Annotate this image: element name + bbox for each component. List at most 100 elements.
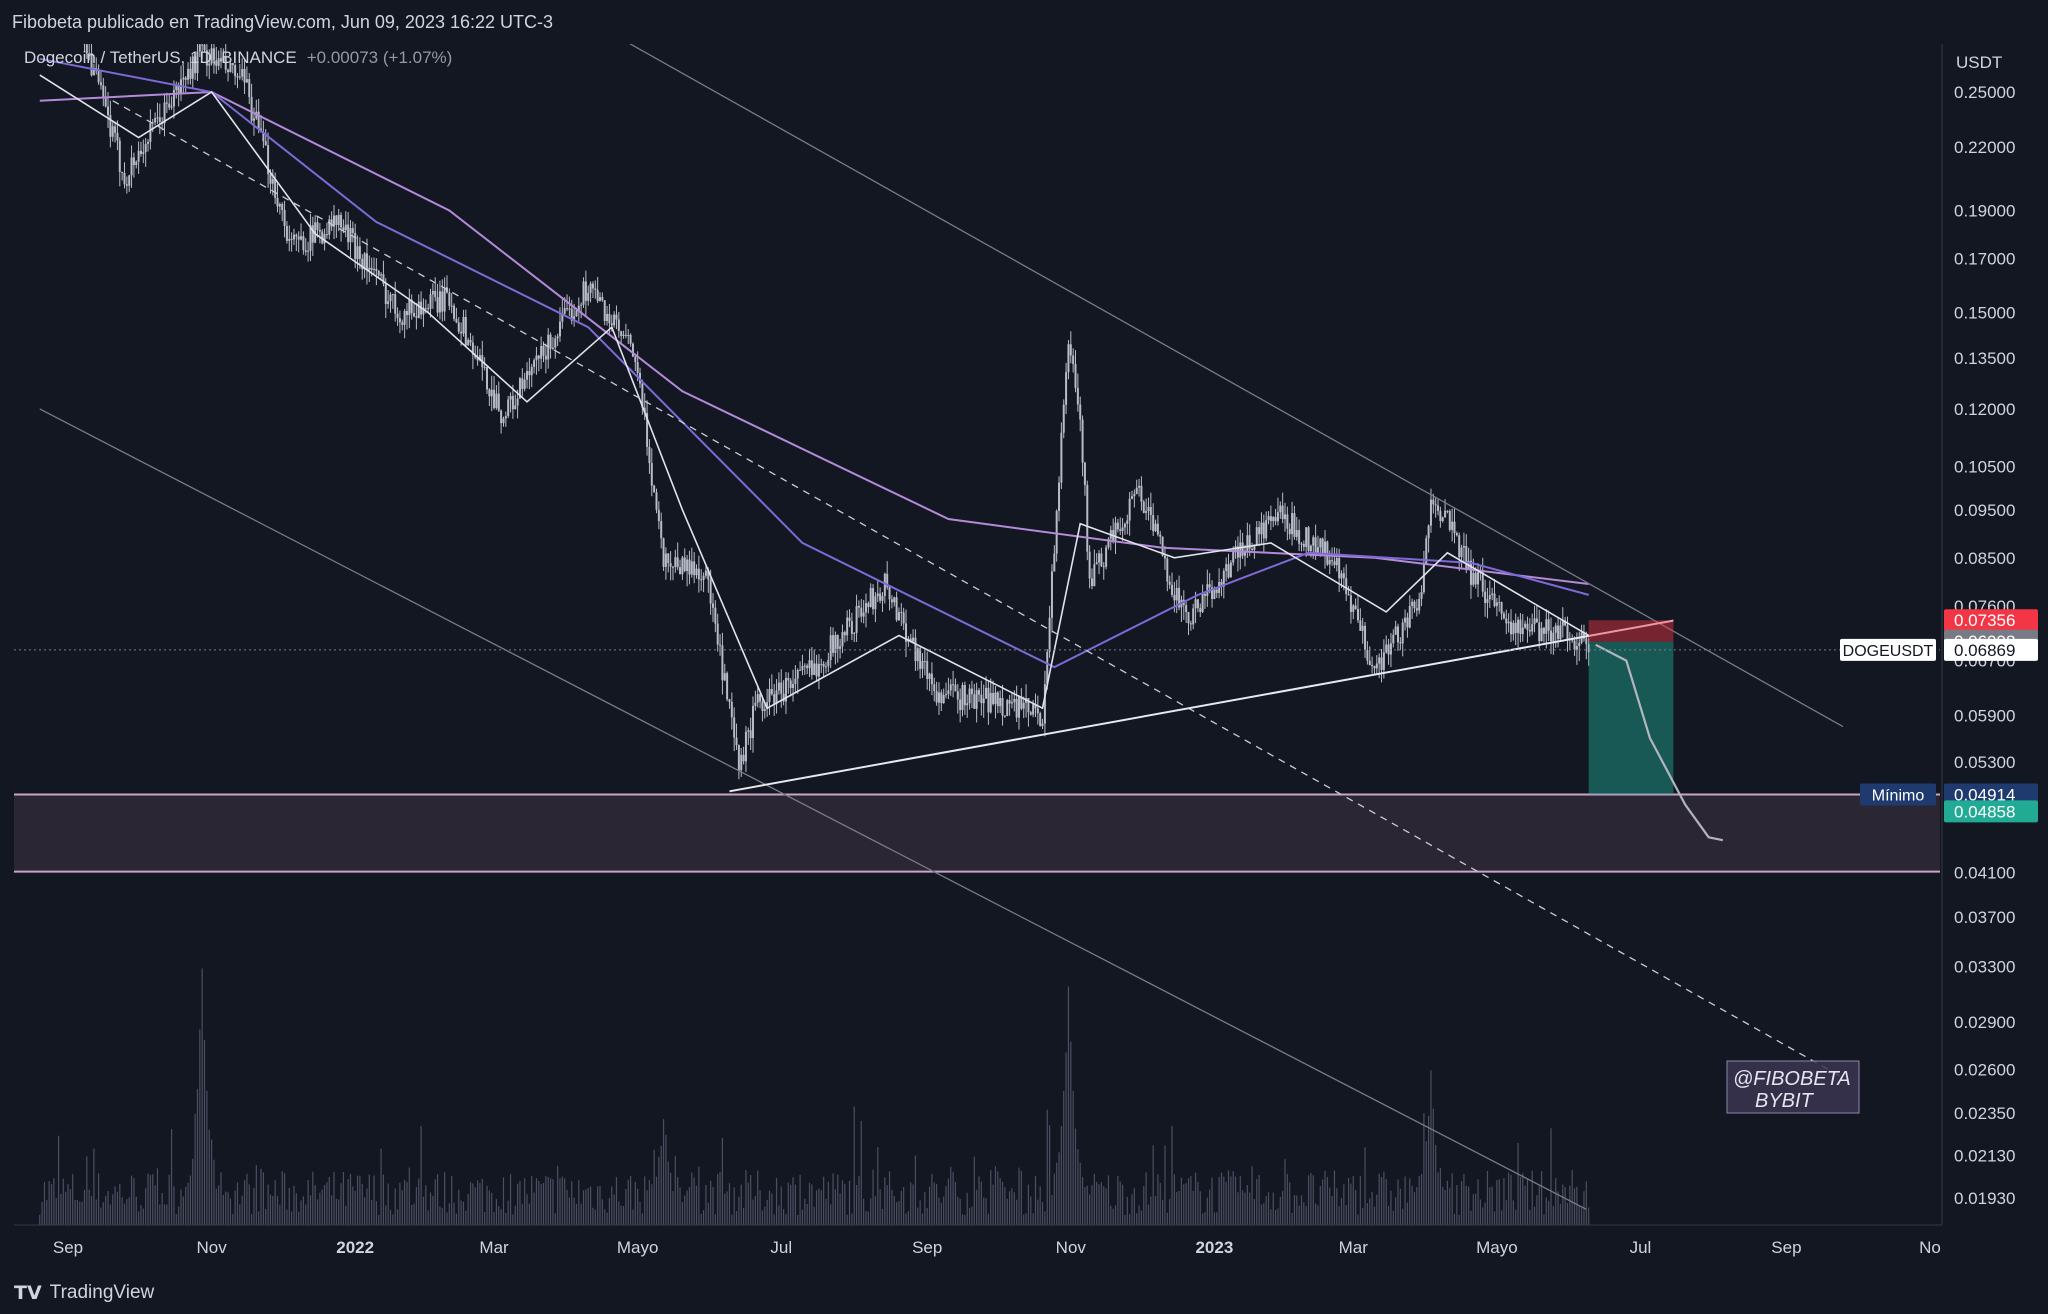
volume-bar	[236, 1182, 239, 1225]
candle-body	[325, 234, 328, 236]
volume-bar	[566, 1189, 568, 1225]
price-chart[interactable]: USDT 0.25000 0.22000 0.19000 0.17000 0.15000 0…	[0, 44, 2048, 1272]
candle-body	[754, 702, 757, 706]
volume-bar	[771, 1193, 773, 1225]
volume-bar	[700, 1213, 702, 1225]
volume-bar	[206, 1090, 208, 1225]
volume-bar	[686, 1190, 688, 1225]
candle-body	[1161, 536, 1164, 556]
candle-body	[1319, 538, 1322, 548]
candle-body	[606, 313, 609, 322]
volume-bar	[1091, 1185, 1093, 1225]
volume-bar	[1136, 1213, 1138, 1225]
volume-bar	[429, 1192, 432, 1225]
volume-bar	[1164, 1145, 1166, 1225]
volume-bar	[279, 1204, 281, 1225]
candle-body	[1338, 558, 1341, 579]
candle-body	[262, 132, 265, 142]
volume-bar	[604, 1209, 606, 1225]
candle-body	[1575, 645, 1578, 650]
volume-bar	[1406, 1202, 1409, 1225]
volume-bar	[502, 1177, 505, 1225]
candle-body	[387, 301, 390, 305]
candle-body	[540, 345, 543, 359]
candle-body	[175, 84, 178, 91]
candle-body	[857, 605, 860, 608]
candle-body	[853, 632, 856, 634]
candle-body	[340, 214, 343, 228]
candle-body	[403, 311, 406, 325]
candle-body	[344, 224, 347, 231]
candle-body	[1472, 572, 1475, 585]
candle-body	[203, 44, 206, 51]
volume-bar	[295, 1193, 297, 1225]
volume-bar	[931, 1173, 933, 1225]
candle-body	[761, 701, 764, 712]
volume-bar	[43, 1182, 46, 1225]
y-tick-label: 0.22000	[1954, 138, 2015, 157]
candle-body	[427, 308, 430, 310]
candle-body	[1411, 601, 1414, 606]
volume-bar	[1183, 1184, 1185, 1225]
candle-body	[1076, 387, 1079, 405]
brand-name[interactable]: TradingView	[49, 1282, 155, 1303]
candle-body	[683, 557, 686, 571]
candle-body	[337, 214, 340, 226]
volume-bar	[973, 1156, 975, 1225]
candle-body	[1036, 708, 1039, 714]
candle-body	[966, 703, 969, 706]
candle-body	[1138, 485, 1141, 488]
minimo-label-tag-bg	[1860, 783, 1936, 806]
volume-bar	[1413, 1192, 1416, 1225]
volume-bar	[1263, 1203, 1265, 1225]
volume-bar	[467, 1193, 469, 1225]
volume-bar	[580, 1203, 582, 1225]
volume-bar	[345, 1205, 347, 1225]
volume-bar	[201, 968, 203, 1225]
volume-bar	[453, 1202, 455, 1225]
volume-bar	[571, 1181, 573, 1225]
volume-bar	[773, 1214, 775, 1225]
volume-bar	[474, 1187, 476, 1225]
trendline-channel-upper	[629, 44, 1844, 728]
candle-body	[1098, 553, 1101, 563]
candle-body	[759, 694, 762, 702]
candle-body	[975, 690, 978, 709]
volume-bar	[790, 1184, 792, 1225]
candle-body	[288, 238, 291, 241]
candle-body	[895, 597, 898, 621]
volume-bar	[288, 1187, 290, 1225]
candle-body	[888, 587, 891, 600]
volume-bar	[246, 1173, 248, 1225]
volume-bar	[251, 1213, 253, 1225]
volume-bar	[860, 1120, 862, 1225]
candle-body	[333, 215, 335, 227]
volume-bar	[401, 1190, 403, 1225]
volume-bar	[371, 1199, 373, 1225]
candle-body	[1509, 621, 1512, 635]
candle-body	[1029, 712, 1032, 715]
volume-bar	[1039, 1186, 1041, 1225]
candle-body	[1392, 634, 1395, 644]
volume-bar	[1296, 1195, 1298, 1225]
chart-area[interactable]: USDT 0.25000 0.22000 0.19000 0.17000 0.15000 0…	[0, 44, 2048, 1272]
candle-body	[756, 694, 759, 703]
candle-body	[956, 691, 959, 700]
volume-bar	[691, 1172, 693, 1225]
candle-body	[394, 294, 397, 314]
candle-body	[1090, 578, 1093, 587]
candle-body	[813, 663, 816, 675]
volume-bar	[479, 1182, 481, 1225]
candle-body	[1295, 530, 1298, 537]
x-tick-label: Sep	[1771, 1238, 1801, 1257]
volume-bar	[554, 1213, 556, 1225]
minimo-label-bg	[1944, 783, 2038, 806]
candle-body	[97, 71, 100, 83]
candle-body	[365, 253, 368, 271]
candle-body	[1359, 620, 1362, 631]
candle-body	[667, 553, 670, 564]
candle-body	[1300, 543, 1303, 545]
volume-bar	[152, 1174, 154, 1225]
candle-body	[490, 389, 493, 397]
candle-body	[135, 161, 138, 165]
